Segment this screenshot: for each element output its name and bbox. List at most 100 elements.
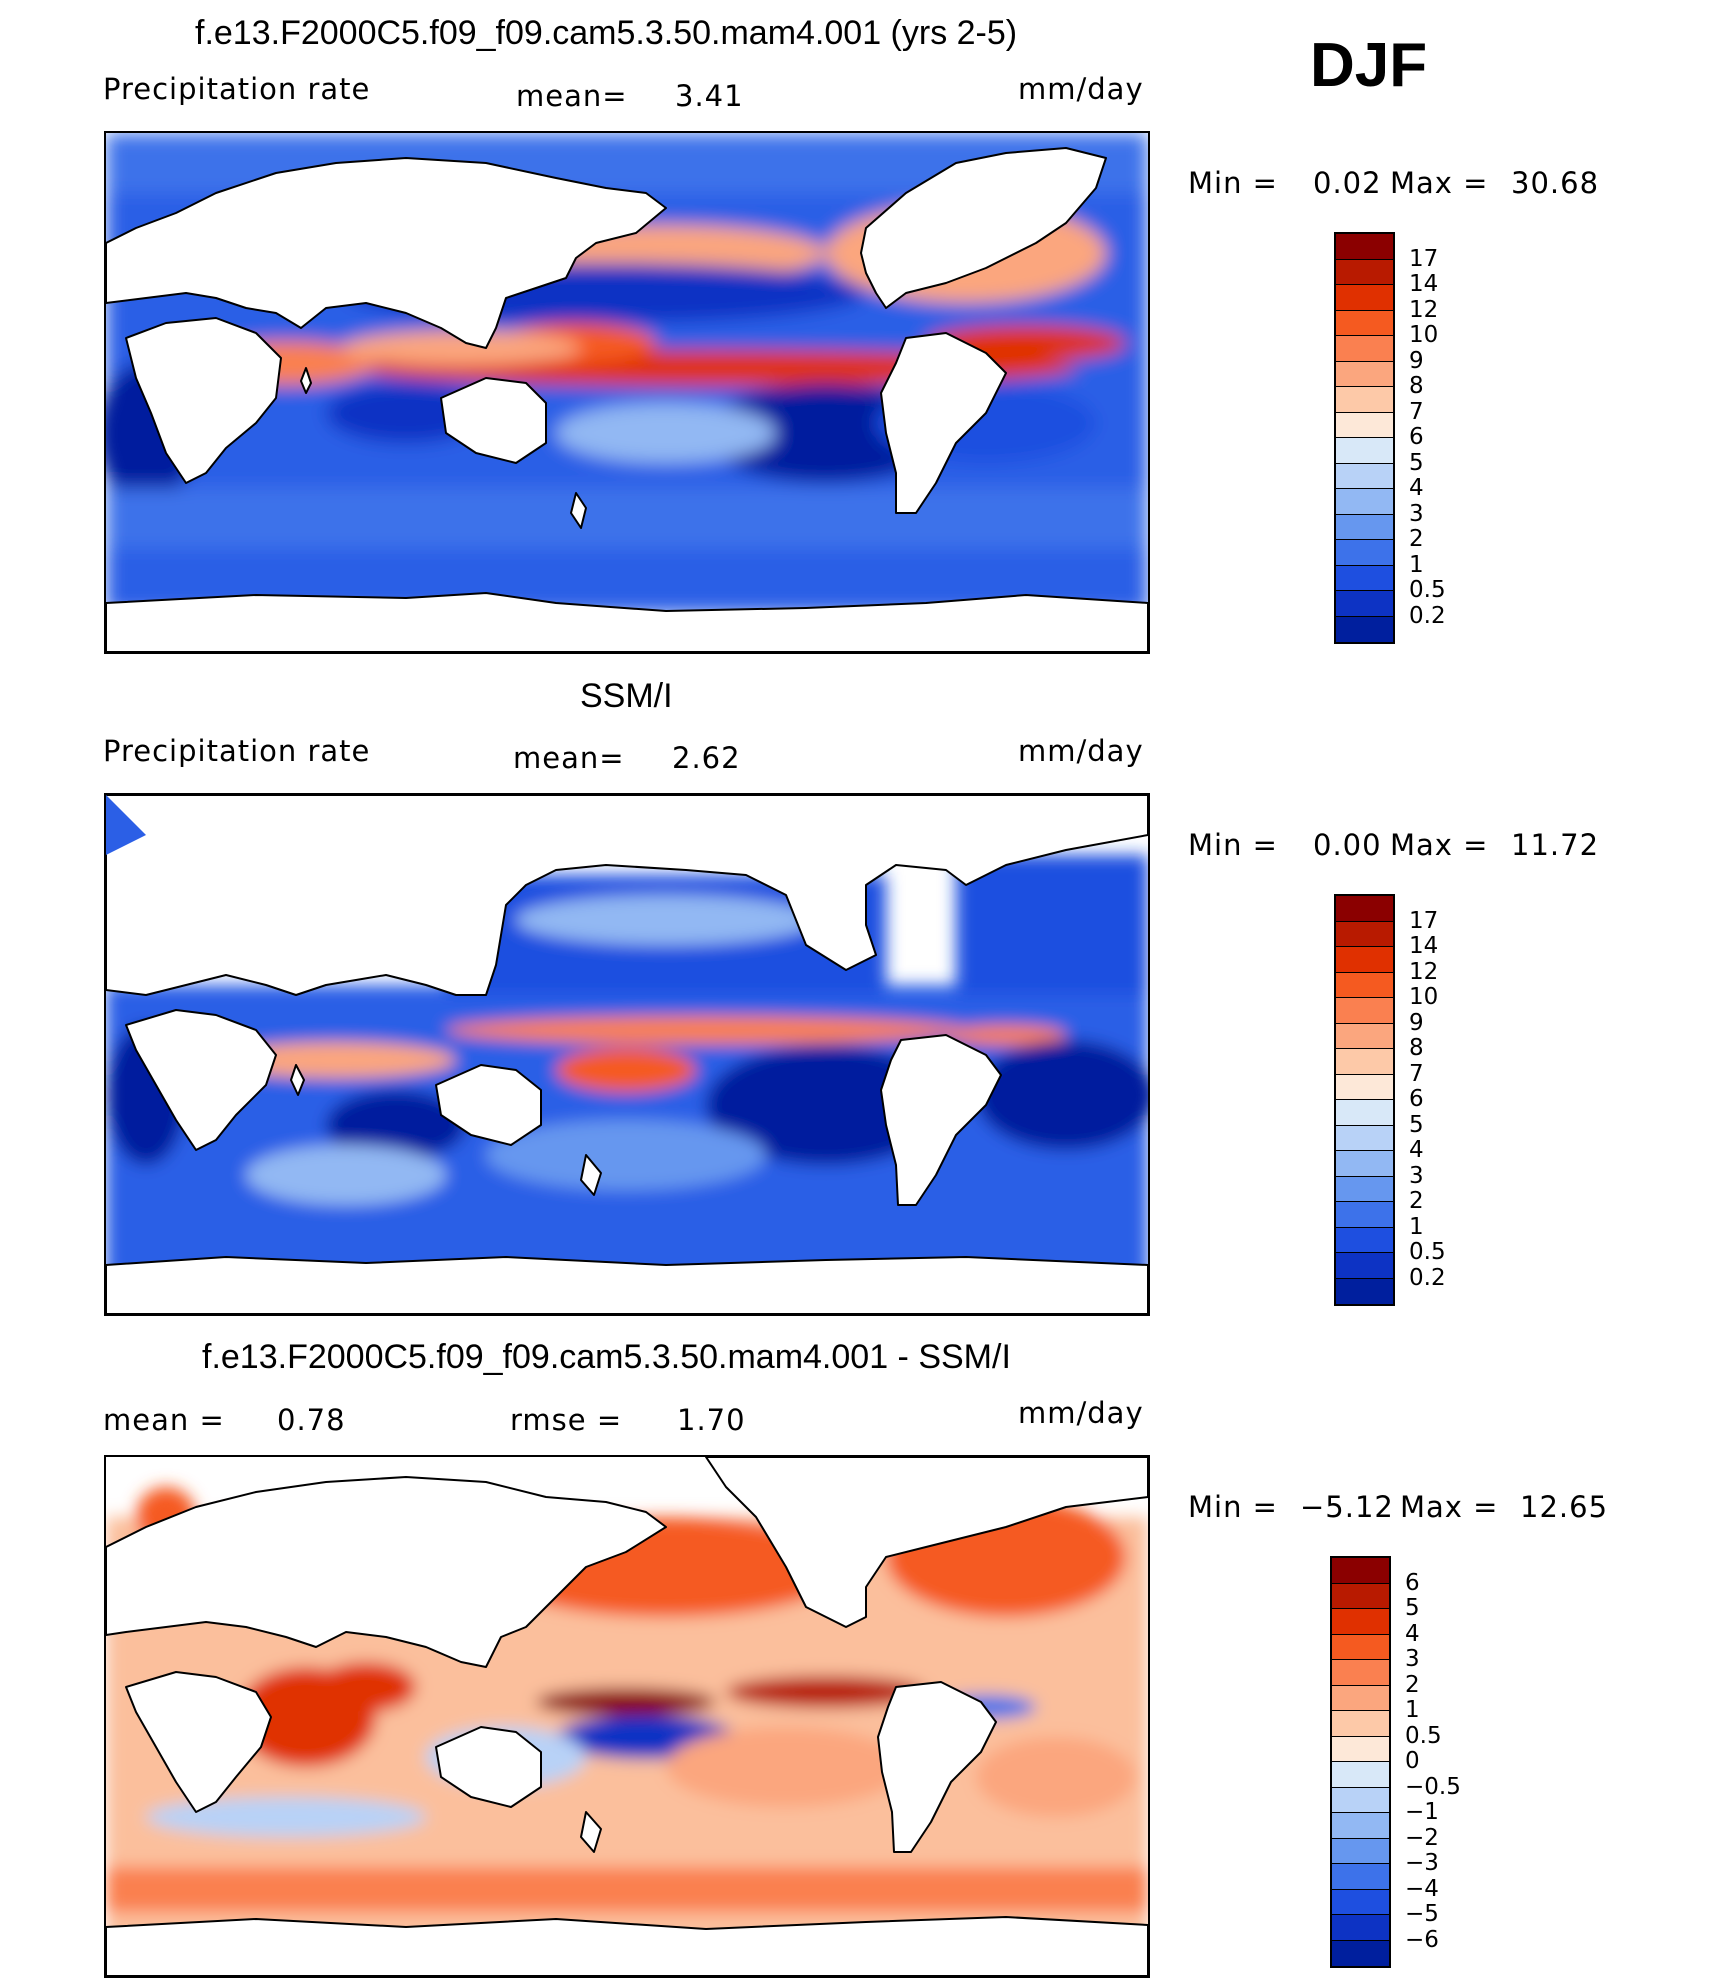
panel-3-colorbar [1330, 1556, 1391, 1968]
colorbar-tick-label: 6 [1409, 424, 1424, 450]
colorbar-tick-label: −4 [1405, 1875, 1439, 1902]
colorbar-tick-label: 10 [1409, 322, 1439, 348]
panel-1-units: mm/day [1018, 72, 1144, 106]
colorbar-tick-label: 4 [1409, 1137, 1424, 1163]
season-label: DJF [1310, 31, 1428, 100]
colorbar-tick-label: 0.5 [1405, 1722, 1442, 1749]
colorbar-swatch [1336, 1202, 1393, 1228]
colorbar-swatch [1336, 1227, 1393, 1253]
panel-3-rmse-label: rmse = [510, 1403, 623, 1437]
colorbar-swatch [1336, 921, 1393, 947]
colorbar-swatch [1336, 1049, 1393, 1075]
colorbar-tick-label: 1 [1405, 1697, 1420, 1723]
colorbar-tick-label: 5 [1409, 1111, 1424, 1138]
colorbar-tick-label: 7 [1409, 398, 1424, 425]
colorbar-swatch [1336, 1100, 1393, 1126]
colorbar-swatch [1336, 1253, 1393, 1279]
colorbar-tick-label: −1 [1405, 1799, 1439, 1825]
colorbar-swatch [1332, 1711, 1389, 1737]
colorbar-swatch [1336, 285, 1393, 311]
panel-1-mean-label: mean= [516, 79, 628, 113]
panel-2-colorbar [1334, 894, 1395, 1306]
colorbar-swatch [1336, 1125, 1393, 1151]
colorbar-tick-label: 9 [1409, 1009, 1424, 1036]
colorbar-swatch [1336, 947, 1393, 973]
colorbar-tick-label: 1 [1409, 1213, 1424, 1240]
panel-3-min-label: Min = [1188, 1490, 1278, 1524]
colorbar-tick-label: 12 [1409, 958, 1439, 985]
panel-3-max-label: Max = [1400, 1490, 1499, 1524]
colorbar-tick-label: 5 [1409, 449, 1424, 476]
colorbar-swatch [1336, 489, 1393, 515]
colorbar-tick-label: −0.5 [1405, 1773, 1461, 1800]
colorbar-tick-label: −3 [1405, 1850, 1439, 1876]
colorbar-swatch [1336, 310, 1393, 336]
colorbar-tick-label: 10 [1409, 984, 1439, 1010]
colorbar-swatch [1336, 463, 1393, 489]
colorbar-tick-label: 6 [1405, 1569, 1420, 1596]
panel-2-mean-label: mean= [513, 741, 625, 775]
colorbar-swatch [1332, 1660, 1389, 1686]
colorbar-tick-label: −2 [1405, 1824, 1439, 1851]
colorbar-tick-label: 7 [1409, 1060, 1424, 1087]
colorbar-swatch [1336, 896, 1393, 922]
panel-2-map [104, 793, 1150, 1316]
colorbar-swatch [1332, 1940, 1389, 1966]
panel-2-mean-value: 2.62 [672, 741, 741, 775]
panel-2-max-value: 11.72 [1511, 828, 1600, 862]
colorbar-tick-label: 6 [1409, 1086, 1424, 1112]
colorbar-swatch [1336, 361, 1393, 387]
panel-3-title: f.e13.F2000C5.f09_f09.cam5.3.50.mam4.001… [202, 1338, 1011, 1376]
colorbar-swatch [1336, 1023, 1393, 1049]
colorbar-swatch [1336, 1176, 1393, 1202]
colorbar-tick-label: 8 [1409, 373, 1424, 399]
panel-3-mean-label: mean = [103, 1403, 225, 1437]
panel-1-max-value: 30.68 [1511, 166, 1600, 200]
colorbar-swatch [1336, 591, 1393, 617]
colorbar-swatch [1336, 998, 1393, 1024]
colorbar-tick-label: 3 [1405, 1646, 1420, 1672]
colorbar-swatch [1332, 1915, 1389, 1941]
panel-3-continents [106, 1457, 1148, 1976]
panel-3-max-value: 12.65 [1520, 1490, 1609, 1524]
colorbar-swatch [1332, 1685, 1389, 1711]
colorbar-swatch [1336, 234, 1393, 260]
panel-2-min-label: Min = [1188, 828, 1278, 862]
colorbar-tick-label: 0.2 [1409, 1264, 1446, 1291]
colorbar-tick-label: 3 [1409, 1162, 1424, 1189]
colorbar-swatch [1336, 1074, 1393, 1100]
colorbar-swatch [1332, 1813, 1389, 1839]
colorbar-swatch [1332, 1634, 1389, 1660]
panel-1-title: f.e13.F2000C5.f09_f09.cam5.3.50.mam4.001… [195, 14, 1018, 52]
colorbar-swatch [1336, 1151, 1393, 1177]
colorbar-swatch [1336, 514, 1393, 540]
panel-3-units: mm/day [1018, 1396, 1144, 1430]
colorbar-swatch [1336, 616, 1393, 642]
colorbar-swatch [1332, 1864, 1389, 1890]
colorbar-tick-label: 12 [1409, 296, 1439, 323]
panel-3-min-value: −5.12 [1300, 1490, 1394, 1524]
panel-3-rmse-value: 1.70 [677, 1403, 746, 1437]
colorbar-tick-label: 2 [1409, 526, 1424, 552]
panel-3-map [104, 1455, 1150, 1978]
colorbar-swatch [1332, 1558, 1389, 1584]
colorbar-tick-label: −6 [1405, 1926, 1439, 1953]
colorbar-tick-label: 0.5 [1409, 1239, 1446, 1265]
colorbar-swatch [1332, 1838, 1389, 1864]
colorbar-tick-label: 9 [1409, 347, 1424, 374]
panel-2-continents [106, 795, 1148, 1314]
panel-2-units: mm/day [1018, 734, 1144, 768]
colorbar-tick-label: 17 [1409, 907, 1439, 934]
colorbar-tick-label: 2 [1405, 1671, 1420, 1698]
colorbar-swatch [1336, 540, 1393, 566]
colorbar-tick-label: 2 [1409, 1188, 1424, 1214]
colorbar-tick-label: 14 [1409, 271, 1439, 297]
colorbar-tick-label: 8 [1409, 1035, 1424, 1061]
panel-1-mean-value: 3.41 [675, 79, 744, 113]
panel-1-continents [106, 147, 1148, 652]
colorbar-swatch [1332, 1787, 1389, 1813]
colorbar-swatch [1336, 565, 1393, 591]
colorbar-swatch [1332, 1609, 1389, 1635]
panel-1-max-label: Max = [1390, 166, 1489, 200]
colorbar-swatch [1332, 1889, 1389, 1915]
